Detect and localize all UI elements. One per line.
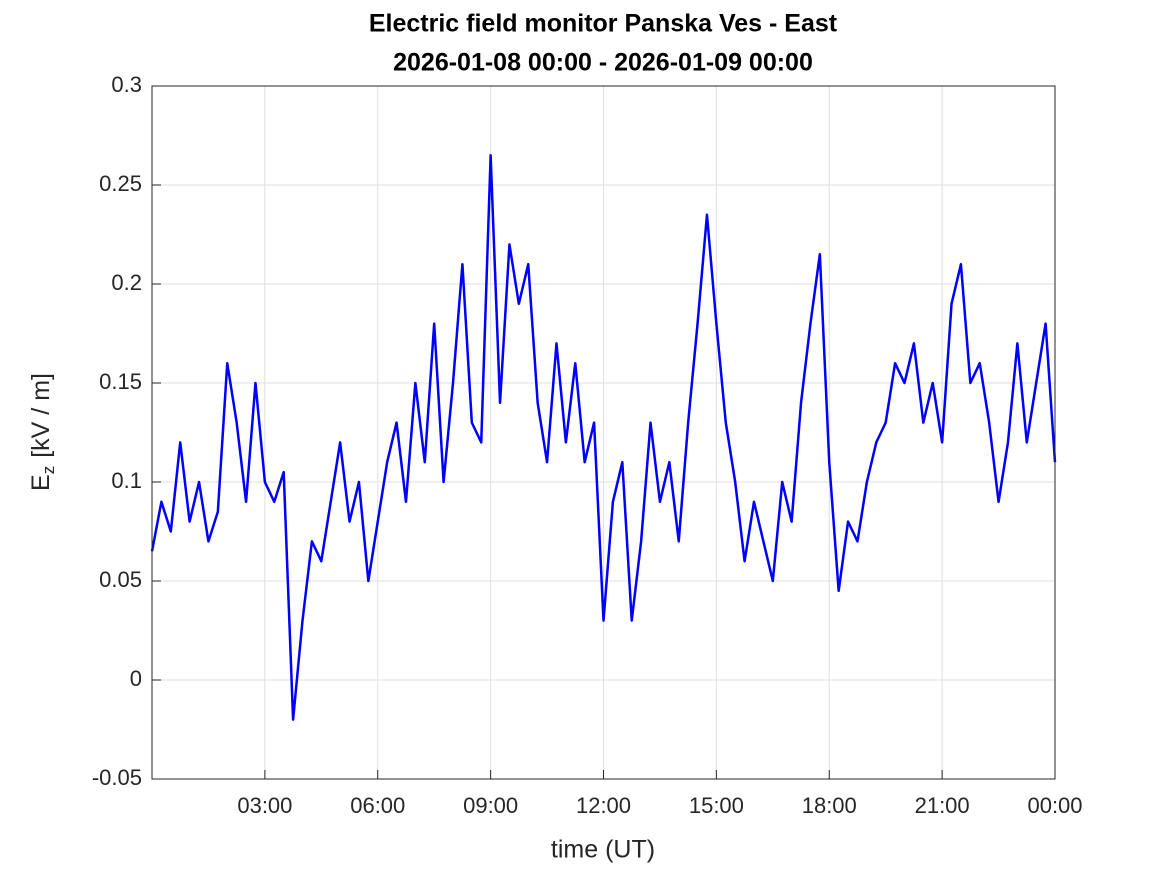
x-tick-label: 03:00 bbox=[237, 793, 292, 818]
x-tick-label: 12:00 bbox=[576, 793, 631, 818]
y-tick-label: 0.2 bbox=[111, 270, 142, 295]
y-label-subscript: z bbox=[39, 466, 58, 475]
chart-subtitle: 2026-01-08 00:00 - 2026-01-09 00:00 bbox=[393, 49, 813, 77]
y-tick-label: 0.05 bbox=[99, 567, 142, 592]
x-tick-label: 09:00 bbox=[463, 793, 518, 818]
x-tick-label: 15:00 bbox=[689, 793, 744, 818]
data-line bbox=[150, 154, 1057, 721]
chart-title: Electric field monitor Panska Ves - East bbox=[369, 10, 838, 38]
x-tick-label: 21:00 bbox=[915, 793, 970, 818]
y-tick-label: 0 bbox=[130, 666, 142, 691]
y-tick-label: 0.1 bbox=[111, 468, 142, 493]
x-tick-label: 06:00 bbox=[350, 793, 405, 818]
y-axis-label: Ez [kV / m] bbox=[27, 373, 59, 491]
x-tick-label: 18:00 bbox=[802, 793, 857, 818]
y-tick-label: 0.15 bbox=[99, 369, 142, 394]
plot-frame bbox=[151, 85, 1056, 780]
y-label-unit: [kV / m] bbox=[27, 373, 55, 458]
x-axis-label: time (UT) bbox=[551, 836, 655, 864]
y-tick-label: 0.3 bbox=[111, 72, 142, 97]
y-label-base: E bbox=[27, 474, 55, 491]
y-tick-label: 0.25 bbox=[99, 171, 142, 196]
x-tick-label: 00:00 bbox=[1027, 793, 1082, 818]
y-tick-label: -0.05 bbox=[92, 765, 142, 790]
